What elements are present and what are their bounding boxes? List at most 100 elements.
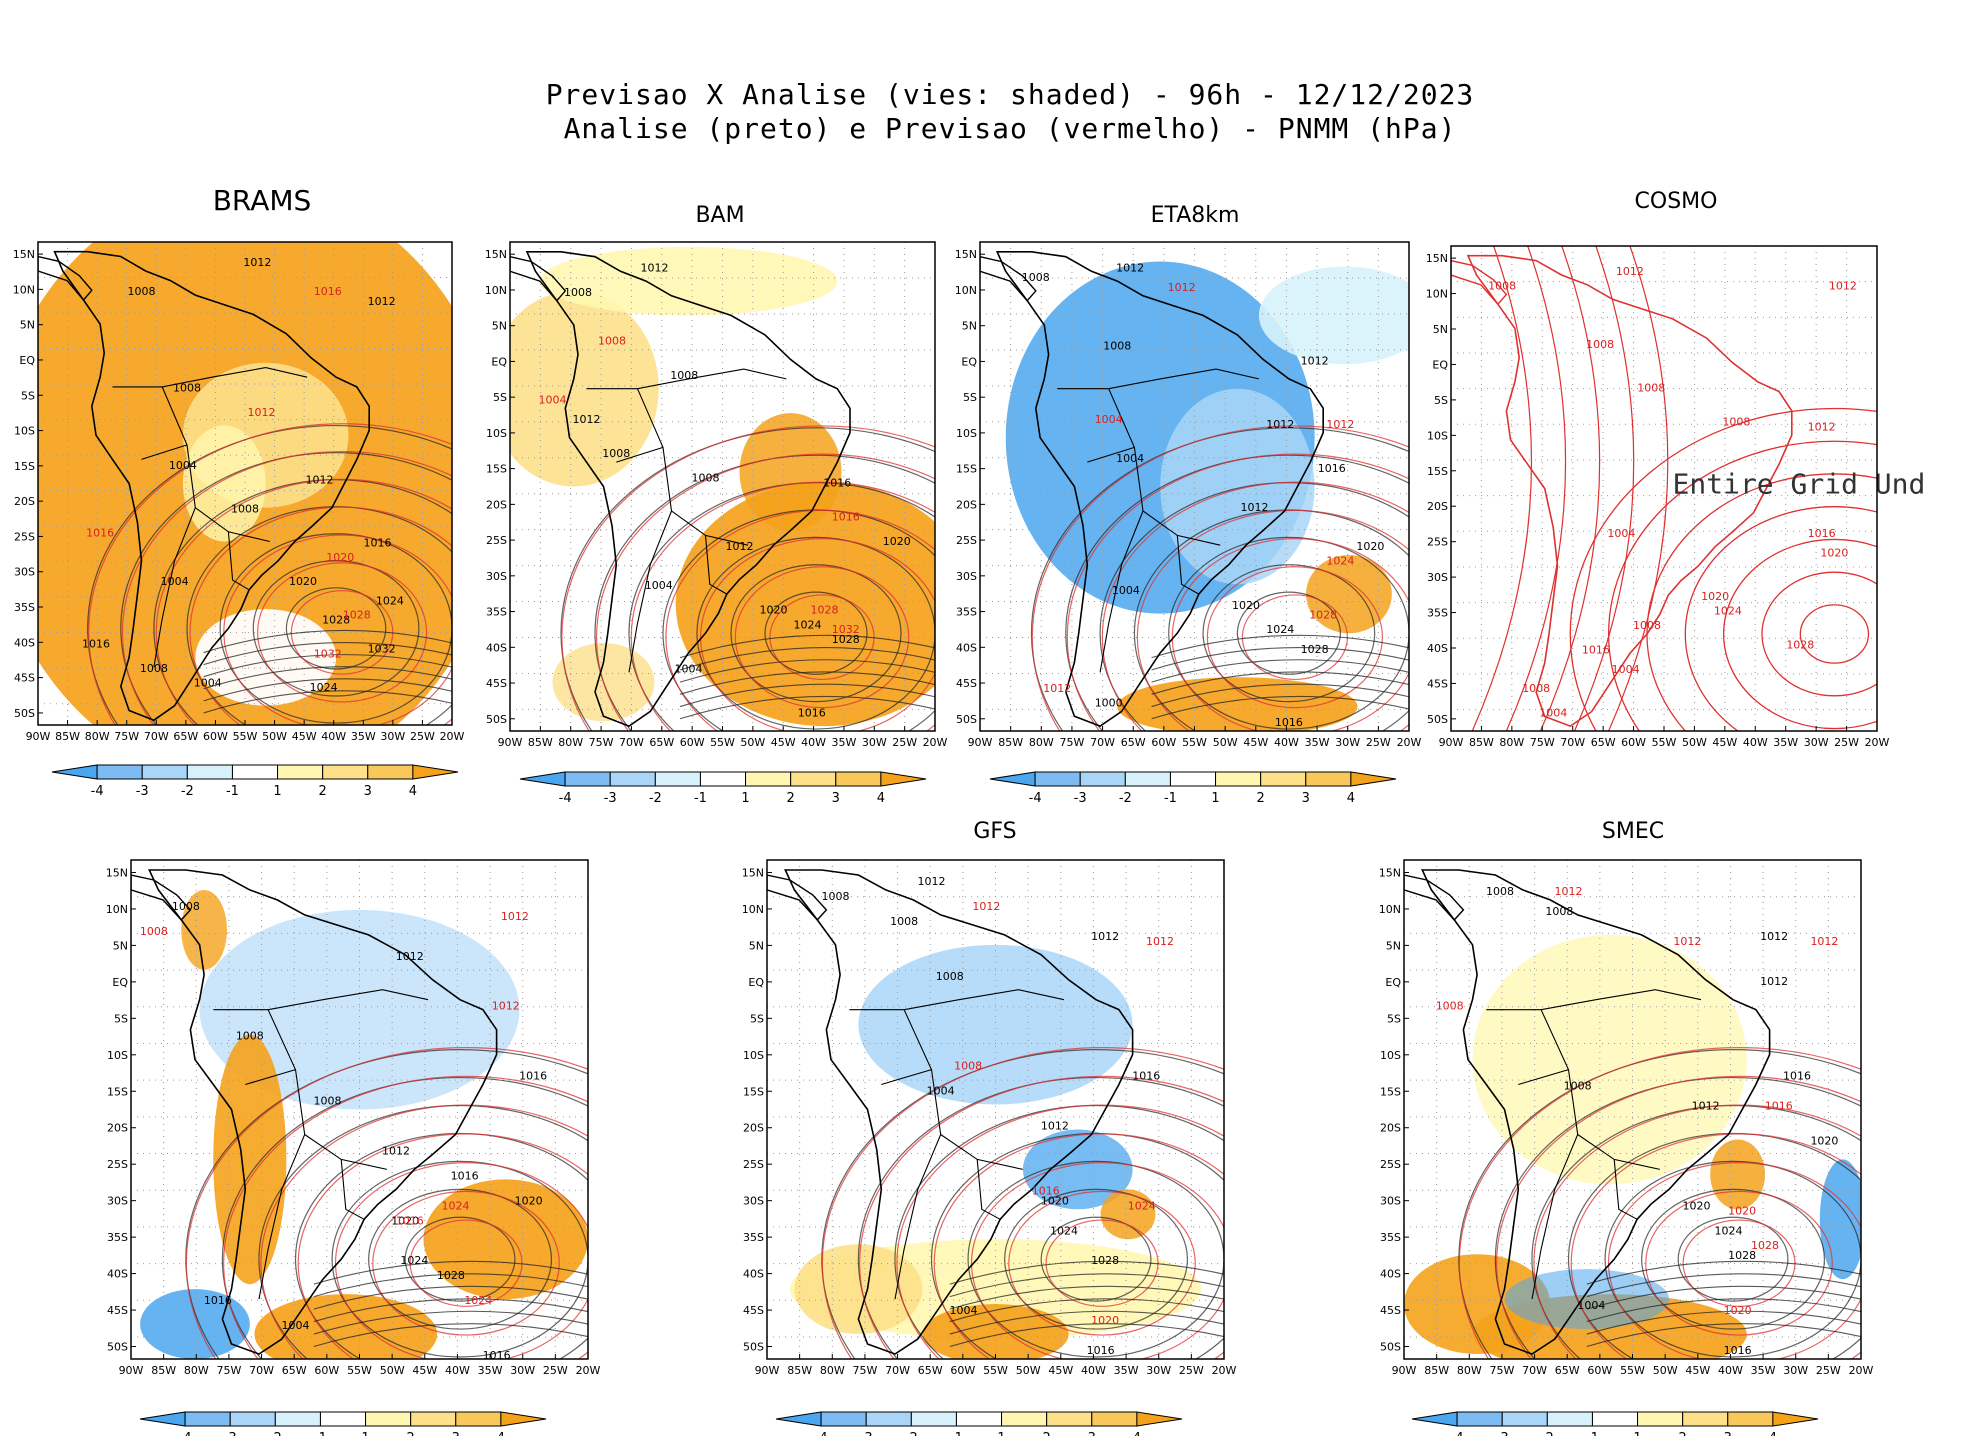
analysis-isobar-label: 1028 xyxy=(1301,643,1329,656)
bias-shading xyxy=(510,290,659,487)
colorbar: -4 -3 -2 -1 1 2 3 4 xyxy=(989,771,1397,806)
analysis-isobar xyxy=(949,1285,1224,1310)
country-border xyxy=(1176,535,1200,595)
colorbar-swatch xyxy=(500,1411,547,1427)
colorbar-swatch xyxy=(96,764,143,780)
analysis-isobar-label: 1012 xyxy=(918,875,946,888)
forecast-isobar xyxy=(1066,453,1409,731)
forecast-isobar xyxy=(1570,1133,1861,1359)
forecast-isobar-label: 1004 xyxy=(1612,663,1640,676)
forecast-isobar-label: 1008 xyxy=(140,925,168,938)
lon-tick-label: 50W xyxy=(1653,1364,1678,1377)
map-area: 1008 1008 1012 1012 1008 1016 1012 1020 1020 1024… xyxy=(1404,860,1861,1359)
coastline-central-america xyxy=(38,255,93,302)
analysis-isobar xyxy=(679,695,935,720)
forecast-isobar-label: 1020 xyxy=(1820,546,1848,559)
analysis-isobar xyxy=(186,506,452,725)
forecast-isobar-label: 1020 xyxy=(1091,1314,1119,1327)
analysis-isobar-label: 1024 xyxy=(794,618,822,631)
lon-tick-label: 30W xyxy=(1783,1364,1808,1377)
lat-tick-label: 10N xyxy=(13,283,35,296)
colorbar-label: 3 xyxy=(452,1431,460,1436)
analysis-isobar-label: 1028 xyxy=(832,633,860,646)
lat-tick-label: 50S xyxy=(956,713,977,726)
forecast-isobar xyxy=(1008,1190,1196,1336)
analysis-isobar xyxy=(679,683,935,708)
bias-shading xyxy=(1710,1139,1766,1210)
lat-tick-label: 5N xyxy=(492,320,507,333)
bias-shading xyxy=(181,889,227,970)
lat-tick-label: 15N xyxy=(742,866,764,879)
analysis-isobar-label: 1012 xyxy=(1241,501,1269,514)
bias-shading xyxy=(199,909,520,1110)
lon-tick-label: 55W xyxy=(983,1364,1008,1377)
forecast-isobar-label: 1012 xyxy=(501,910,529,923)
forecast-isobar xyxy=(1458,1047,1861,1359)
country-border xyxy=(1518,1069,1569,1086)
lat-tick-label: 40S xyxy=(956,641,977,654)
lat-tick-label: 40S xyxy=(743,1268,764,1281)
lat-tick-label: 5N xyxy=(113,939,128,952)
forecast-isobar xyxy=(1031,425,1409,731)
analysis-isobar-label: 1024 xyxy=(310,681,338,694)
analysis-isobar-label: 1008 xyxy=(1564,1080,1592,1093)
map-panel-brams: BRAMS 1012 1008 1012 1008 1004 1012 1008 1016 100… xyxy=(13,184,465,799)
lon-tick-label: 75W xyxy=(114,730,139,743)
lon-tick-label: 70W xyxy=(619,736,644,749)
colorbar-swatch xyxy=(699,771,747,787)
forecast-isobar-label: 1012 xyxy=(492,1000,520,1013)
lon-tick-label: 50W xyxy=(380,1364,405,1377)
lat-tick-label: 10S xyxy=(1380,1049,1401,1062)
lon-tick-label: 75W xyxy=(1530,736,1555,749)
analysis-isobar xyxy=(857,1077,1224,1359)
colorbar-swatch xyxy=(564,771,611,787)
lon-tick-label: 85W xyxy=(998,736,1023,749)
analysis-isobar-label: 1016 xyxy=(204,1294,232,1307)
lon-tick-label: 45W xyxy=(1712,736,1737,749)
lon-tick-label: 30W xyxy=(510,1364,535,1377)
colorbar-swatch xyxy=(609,771,656,787)
lon-tick-label: 65W xyxy=(282,1364,307,1377)
map-panel-panel5: 1008101210081016100810121016102010201024… xyxy=(106,859,601,1436)
forecast-isobar xyxy=(372,1190,560,1336)
colorbar-label: 3 xyxy=(1302,791,1310,806)
country-border xyxy=(1531,1134,1579,1300)
colorbar-label: -1 xyxy=(226,784,239,799)
colorbar-swatch xyxy=(1305,771,1352,787)
lon-tick-label: 45W xyxy=(1243,736,1268,749)
bias-shading xyxy=(1306,554,1392,634)
lon-tick-label: 70W xyxy=(1090,736,1115,749)
analysis-isobar-label: 1008 xyxy=(172,900,200,913)
lon-tick-label: 70W xyxy=(885,1364,910,1377)
lon-tick-label: 55W xyxy=(347,1364,372,1377)
lon-tick-label: 70W xyxy=(144,730,169,743)
forecast-isobar xyxy=(1101,481,1409,731)
analysis-isobar-label: 1012 xyxy=(1760,975,1788,988)
lon-tick-label: 20W xyxy=(1865,736,1890,749)
lat-tick-label: 15S xyxy=(14,460,35,473)
lon-tick-label: 60W xyxy=(950,1364,975,1377)
analysis-isobar-label: 1016 xyxy=(363,536,391,549)
colorbar-swatch xyxy=(790,771,837,787)
lon-tick-label: 45W xyxy=(1048,1364,1073,1377)
lat-tick-label: 45S xyxy=(1427,677,1448,690)
lon-tick-label: 35W xyxy=(1305,736,1330,749)
analysis-isobar xyxy=(203,629,452,654)
colorbar-swatch xyxy=(277,764,324,780)
analysis-isobar-label: 1008 xyxy=(173,382,201,395)
analysis-isobar xyxy=(1604,1160,1861,1358)
lat-tick-label: 35S xyxy=(956,606,977,619)
lat-tick-label: EQ xyxy=(19,354,35,367)
lat-tick-label: 20S xyxy=(107,1122,128,1135)
forecast-isobar-label: 1008 xyxy=(598,335,626,348)
colorbar-swatch xyxy=(880,771,927,787)
lon-tick-label: 85W xyxy=(1424,1364,1449,1377)
map-panel-gfs: GFS1008101210081012100810161004101210201… xyxy=(742,819,1237,1436)
analysis-isobar xyxy=(313,1273,588,1298)
analysis-isobar-label: 1016 xyxy=(483,1349,511,1362)
lon-tick-label: 25W xyxy=(1816,1364,1841,1377)
forecast-isobar xyxy=(297,1133,588,1359)
